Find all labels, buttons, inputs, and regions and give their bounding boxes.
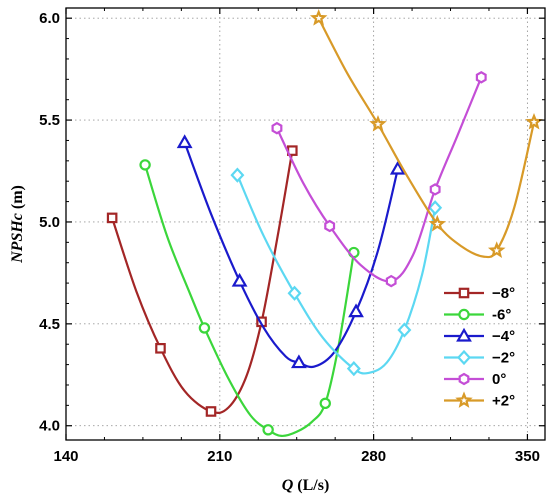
y-tick-label: 6.0 [39,10,60,27]
data-point [475,71,487,84]
data-point [319,397,331,410]
x-axis-title-symbol: Q [282,477,294,494]
series-line [111,149,294,415]
y-axis-title: NPSHc (m) [9,185,26,264]
y-tick-label: 5.0 [39,214,60,231]
tick-layer: 140 210 280 350 4.0 4.5 5.0 5.5 6.0 [39,8,545,465]
legend-swatch-marker [456,327,472,342]
data-point [155,343,166,354]
data-point [291,354,307,369]
legend-swatch-marker [458,372,470,386]
data-point [205,406,217,417]
data-point [176,134,193,149]
data-point [525,112,543,130]
series-line [236,174,437,375]
data-point [324,219,336,233]
legend-swatch-marker [455,391,473,408]
data-point [385,274,397,288]
y-tick-label: 4.0 [39,418,60,435]
x-tick-label: 350 [515,448,540,465]
legend-item: −4° [444,327,515,345]
x-axis-title: Q (L/s) [282,477,330,494]
x-tick-label: 140 [53,448,78,465]
series-group [139,159,360,438]
series-group [309,9,543,259]
legend-label: +2° [492,393,515,410]
legend-item: −8° [444,285,515,302]
series-group [271,71,487,288]
legend-label: −8° [492,285,515,302]
series-group [176,134,406,369]
legend-swatch-marker [457,349,471,366]
x-tick-label: 280 [361,448,386,465]
data-point [428,200,443,216]
legend-item: +2° [444,391,515,410]
legend-swatch-marker [458,308,470,321]
legend-swatch-marker [458,287,470,299]
data-point [139,159,151,171]
y-axis-title-unit: (m) [9,185,26,213]
data-point [106,212,118,224]
data-point [287,285,302,301]
data-point [487,241,506,258]
data-point [198,322,211,334]
plot-frame [65,7,546,441]
legend-item: 0° [444,371,506,388]
data-point [309,9,328,26]
data-point [428,214,447,232]
y-tick-label: 4.5 [39,316,60,333]
series-group [106,145,298,417]
data-point [271,121,283,135]
series-layer [106,9,543,438]
x-axis-title-unit: (L/s) [293,477,329,494]
legend-label: -6° [492,307,511,324]
data-point [397,322,412,338]
data-point [231,272,248,287]
legend-label: −4° [492,328,515,345]
x-tick-label: 210 [207,448,232,465]
legend: −8° -6° −4° −2° 0° +2° [444,285,515,410]
data-point [369,115,387,132]
data-point [230,167,245,183]
y-tick-label: 5.5 [39,112,60,129]
data-point [262,424,274,436]
data-point [348,303,364,318]
legend-item: -6° [444,307,511,324]
legend-label: 0° [492,371,506,388]
series-group [230,167,443,377]
series-line [317,17,536,259]
legend-item: −2° [444,350,515,367]
legend-label: −2° [492,350,515,367]
data-point [346,361,361,377]
data-point [389,160,406,175]
data-point [429,183,441,196]
y-axis-title-symbol: NPSHc [9,213,26,264]
